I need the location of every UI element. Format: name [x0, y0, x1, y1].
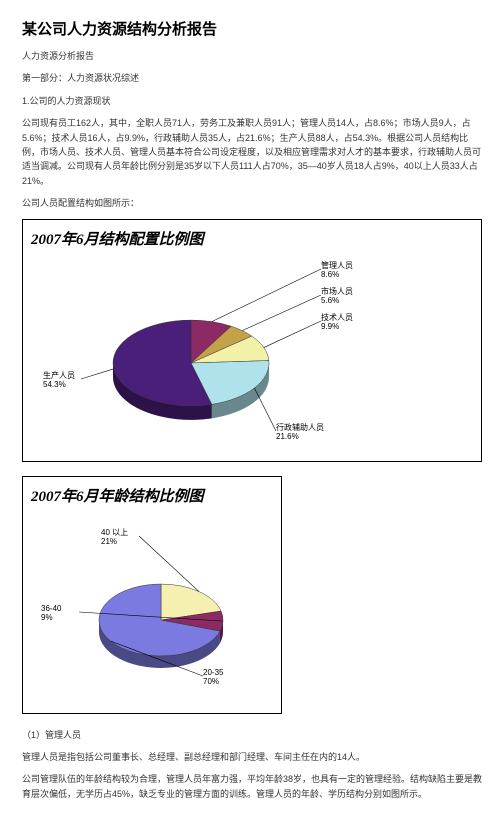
body-para-4: 管理人员是指包括公司董事长、总经理、副总经理和部门经理、车间主任在内的14人。 — [22, 750, 482, 764]
chart-1-stage: 管理人员8.6% 市场人员5.6% 技术人员9.9% 行政辅助人员21.6% 生产人员5… — [31, 253, 461, 453]
slice-label: 36-409% — [41, 604, 61, 623]
body-para-5: 公司管理队伍的年龄结构较为合理，管理人员年富力强，平均年龄38岁，也具有一定的管… — [22, 772, 482, 801]
slice-label: 市场人员5.6% — [321, 287, 353, 306]
leader-line — [242, 295, 321, 331]
page-title: 某公司人力资源结构分析报告 — [22, 18, 482, 39]
pie-svg — [31, 510, 271, 705]
pie-svg — [31, 253, 461, 453]
slice-label: 生产人员54.3% — [43, 371, 75, 390]
slice-label: 行政辅助人员21.6% — [276, 423, 324, 442]
slice-label: 40 以上21% — [101, 528, 128, 547]
chart-1-title: 2007年6月结构配置比例图 — [31, 228, 473, 249]
body-para-1: 公司现有员工162人，其中，全职人员71人，劳务工及兼职人员91人；管理人员14… — [22, 116, 482, 188]
slice-label: 20-3570% — [203, 668, 223, 687]
body-para-3: （1）管理人员 — [22, 728, 482, 742]
leader-line — [139, 536, 199, 592]
chart-2-title: 2007年6月年龄结构比例图 — [31, 485, 273, 506]
leader-line — [264, 321, 321, 348]
section-sub: 1.公司的人力资源现状 — [22, 94, 482, 108]
slice-label: 技术人员9.9% — [321, 313, 353, 332]
body-para-2: 公司人员配置结构如图所示： — [22, 196, 482, 210]
leader-line — [254, 388, 276, 431]
section-header: 第一部分：人力资源状况综述 — [22, 71, 482, 85]
leader-line — [212, 269, 321, 322]
subtitle: 人力资源分析报告 — [22, 49, 482, 63]
slice-label: 管理人员8.6% — [321, 261, 353, 280]
leader-line — [81, 368, 114, 378]
chart-2-container: 2007年6月年龄结构比例图 40 以上21% 36-409% 20-3570% — [22, 476, 282, 714]
chart-1-container: 2007年6月结构配置比例图 管理人员8.6% 市场人员5.6% 技术人员9.9% 行… — [22, 219, 482, 462]
chart-2-stage: 40 以上21% 36-409% 20-3570% — [31, 510, 271, 705]
